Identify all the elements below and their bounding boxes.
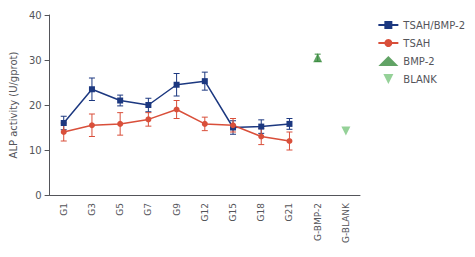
svg-text:G21: G21 (284, 203, 294, 221)
svg-text:BLANK: BLANK (403, 74, 437, 85)
svg-text:G9: G9 (172, 203, 182, 216)
svg-text:40: 40 (29, 10, 42, 21)
svg-text:G7: G7 (143, 203, 153, 216)
svg-text:TSAH: TSAH (402, 38, 430, 49)
svg-text:G12: G12 (200, 203, 210, 221)
svg-text:TSAH/BMP-2: TSAH/BMP-2 (402, 20, 465, 31)
svg-text:30: 30 (29, 55, 42, 66)
svg-text:ALP activity (U/gprot): ALP activity (U/gprot) (8, 52, 19, 159)
svg-text:G5: G5 (115, 203, 125, 216)
svg-text:20: 20 (29, 100, 42, 111)
svg-text:G1: G1 (59, 203, 69, 216)
svg-text:10: 10 (29, 145, 42, 156)
svg-text:G-BMP-2: G-BMP-2 (313, 203, 323, 241)
svg-text:G-BLANK: G-BLANK (341, 202, 351, 243)
svg-text:G3: G3 (87, 203, 97, 216)
svg-text:G15: G15 (228, 203, 238, 221)
svg-text:G18: G18 (256, 203, 266, 222)
svg-text:BMP-2: BMP-2 (403, 56, 434, 67)
svg-text:0: 0 (35, 190, 41, 201)
